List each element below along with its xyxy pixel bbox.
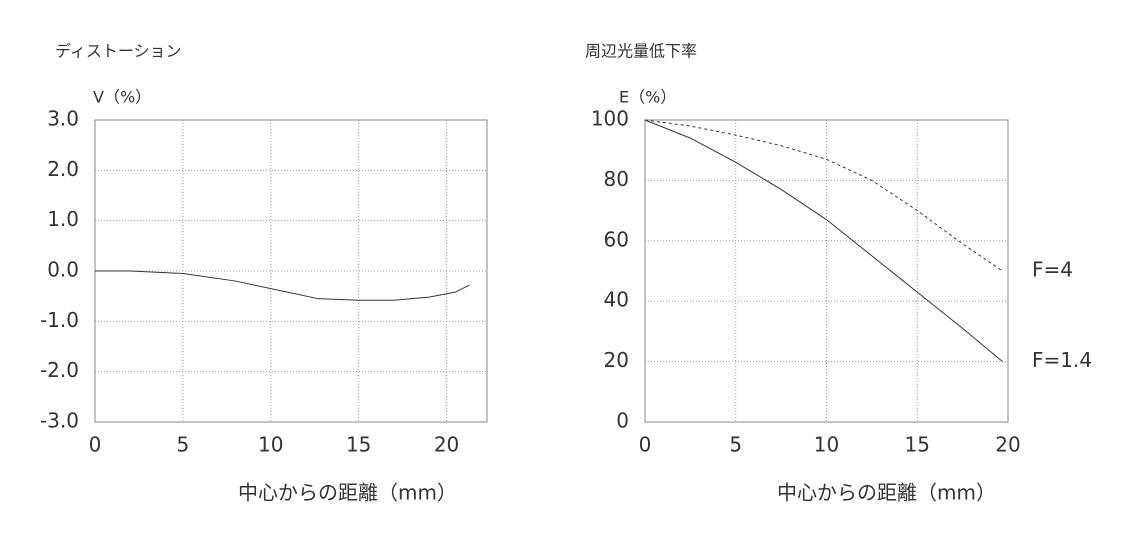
y-tick-label: -2.0 — [40, 358, 79, 382]
y-tick-label: 3.0 — [47, 107, 79, 131]
y-tick-label: 80 — [604, 167, 629, 191]
chart-title: ディストーション — [55, 42, 182, 61]
x-axis-label: 中心からの距離（mm） — [238, 481, 457, 505]
y-tick-label: 1.0 — [47, 207, 79, 231]
series-label: F=4 — [1032, 258, 1073, 282]
y-axis-label: E（%） — [619, 88, 676, 107]
y-axis-label: V（%） — [93, 88, 151, 107]
x-tick-label: 5 — [729, 433, 742, 457]
x-tick-label: 0 — [89, 433, 102, 457]
x-tick-label: 0 — [639, 433, 652, 457]
data-line — [95, 270, 470, 301]
y-tick-label: 40 — [604, 288, 629, 312]
chart-title: 周辺光量低下率 — [585, 42, 697, 61]
y-tick-label: 60 — [604, 227, 629, 251]
series-label: F=1.4 — [1032, 348, 1092, 372]
y-tick-label: -1.0 — [40, 308, 79, 332]
y-tick-label: -3.0 — [40, 409, 79, 433]
plot-frame — [644, 119, 1009, 423]
x-tick-label: 20 — [995, 433, 1020, 457]
x-axis-label: 中心からの距離（mm） — [777, 481, 996, 505]
x-tick-label: 10 — [258, 433, 283, 457]
x-tick-label: 20 — [434, 433, 459, 457]
x-tick-label: 10 — [814, 433, 839, 457]
y-tick-label: 2.0 — [47, 157, 79, 181]
y-tick-label: 20 — [604, 348, 629, 372]
x-tick-label: 15 — [905, 433, 930, 457]
x-tick-label: 15 — [346, 433, 371, 457]
y-tick-label: 0.0 — [47, 258, 79, 282]
x-tick-label: 5 — [177, 433, 190, 457]
y-tick-label: 100 — [591, 107, 629, 131]
data-line — [644, 119, 1003, 362]
y-tick-label: 0 — [616, 409, 629, 433]
data-line — [644, 119, 1003, 272]
